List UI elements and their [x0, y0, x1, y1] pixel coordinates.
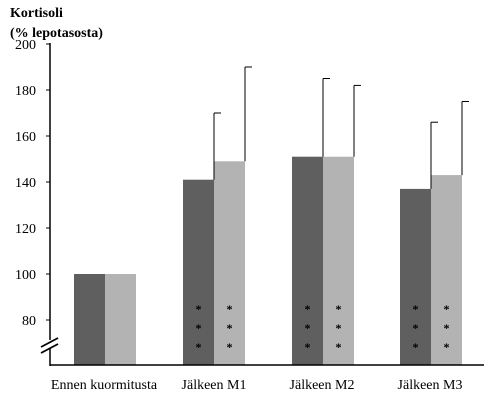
- axis-break-gap: [43, 340, 57, 348]
- bar-series1-2: [292, 156, 323, 365]
- bars: [74, 156, 462, 365]
- significance-mark-3-0-2: *: [413, 340, 419, 354]
- significance-mark-1-0-1: *: [196, 321, 202, 335]
- x-category-label-0: Ennen kuormitusta: [51, 378, 158, 393]
- y-axis-title-line-1: Kortisoli: [10, 6, 63, 21]
- axis-break-slash-1: [40, 337, 59, 348]
- significance-mark-3-1-1: *: [444, 321, 450, 335]
- significance-marks: * * * * * * * * * * * * * * * * * *: [196, 302, 450, 354]
- axes: [40, 43, 484, 366]
- y-tick-label-80: 80: [22, 314, 36, 329]
- x-axis-categories: Ennen kuormitusta Jälkeen M1 Jälkeen M2 Jäl…: [51, 378, 463, 393]
- y-tick-label-160: 160: [15, 130, 36, 145]
- significance-mark-1-0-0: *: [196, 302, 202, 316]
- significance-mark-3-0-1: *: [413, 321, 419, 335]
- error-bars: [213, 66, 469, 189]
- significance-mark-2-1-1: *: [336, 321, 342, 335]
- significance-mark-3-0-0: *: [413, 302, 419, 316]
- y-axis-title-line-2: (% lepotasosta): [10, 26, 103, 41]
- bar-series2-2: [323, 156, 354, 365]
- x-category-label-2: Jälkeen M2: [290, 378, 355, 393]
- significance-mark-2-1-0: *: [336, 302, 342, 316]
- significance-mark-1-1-0: *: [227, 302, 233, 316]
- axis-break-slash-2: [40, 343, 59, 354]
- y-tick-label-100: 100: [15, 268, 36, 283]
- bar-series2-3: [431, 175, 462, 365]
- significance-mark-3-1-0: *: [444, 302, 450, 316]
- y-tick-label-180: 180: [15, 84, 36, 99]
- bar-series1-1: [183, 179, 214, 365]
- significance-mark-2-0-1: *: [305, 321, 311, 335]
- significance-mark-1-1-1: *: [227, 321, 233, 335]
- significance-mark-2-0-0: *: [305, 302, 311, 316]
- significance-mark-1-1-2: *: [227, 340, 233, 354]
- bar-series2-1: [214, 161, 245, 365]
- significance-mark-2-1-2: *: [336, 340, 342, 354]
- bar-series2-0: [105, 274, 136, 365]
- y-axis-ticks: 80 100 120 140 160 180 200: [15, 38, 50, 329]
- significance-mark-2-0-2: *: [305, 340, 311, 354]
- significance-mark-1-0-2: *: [196, 340, 202, 354]
- bar-series1-0: [74, 274, 105, 365]
- x-category-label-3: Jälkeen M3: [398, 378, 463, 393]
- bar-series1-3: [400, 188, 431, 365]
- y-tick-label-120: 120: [15, 222, 36, 237]
- y-tick-label-200: 200: [15, 38, 36, 53]
- y-tick-label-140: 140: [15, 176, 36, 191]
- significance-mark-3-1-2: *: [444, 340, 450, 354]
- x-category-label-1: Jälkeen M1: [182, 378, 247, 393]
